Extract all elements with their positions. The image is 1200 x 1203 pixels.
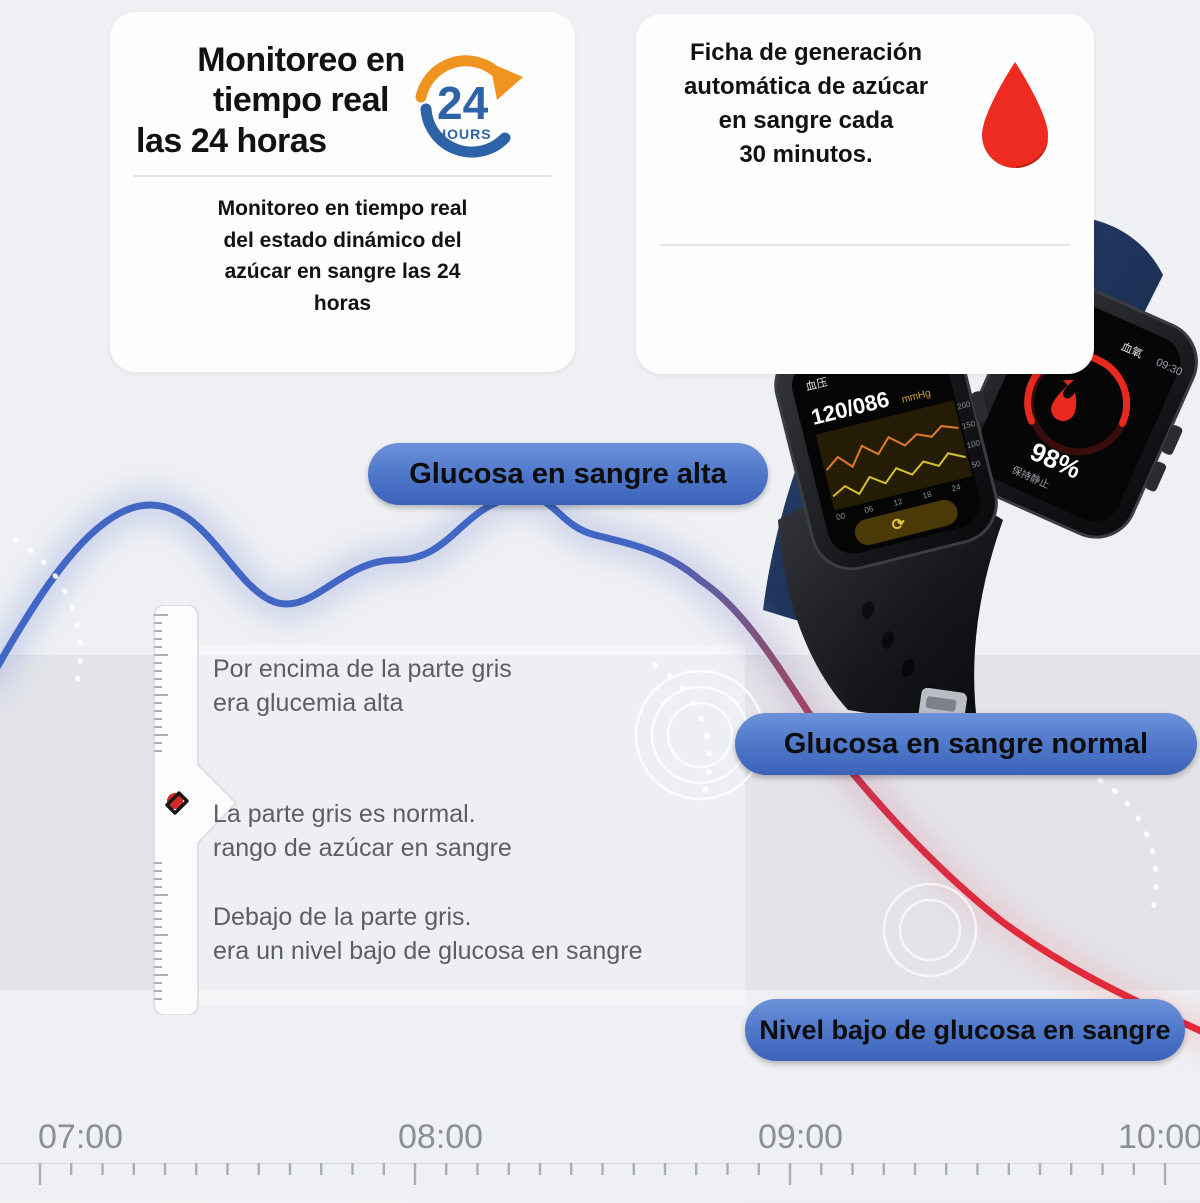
svg-text:24: 24 — [437, 77, 489, 129]
svg-text:HOURS: HOURS — [436, 126, 492, 142]
